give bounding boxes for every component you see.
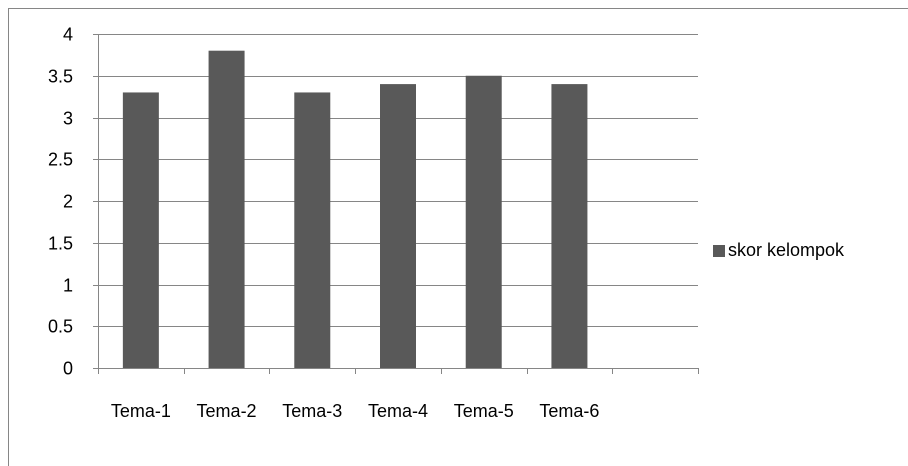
bar-tema-5 bbox=[465, 75, 502, 368]
y-tick-label: 0 bbox=[63, 359, 73, 379]
legend-label-skor-kelompok: skor kelompok bbox=[728, 240, 845, 260]
x-tick-label: Tema-6 bbox=[539, 401, 599, 421]
y-tick-label: 2.5 bbox=[48, 150, 73, 170]
legend: skor kelompok bbox=[713, 240, 845, 260]
bar-series bbox=[122, 50, 588, 368]
x-tick-label: Tema-1 bbox=[111, 401, 171, 421]
x-tick-label: Tema-3 bbox=[282, 401, 342, 421]
y-tick-label: 1.5 bbox=[48, 234, 73, 254]
y-tick-label: 1 bbox=[63, 276, 73, 296]
y-tick-label: 3 bbox=[63, 109, 73, 129]
bar-tema-3 bbox=[294, 92, 331, 368]
y-tick-label: 3.5 bbox=[48, 67, 73, 87]
x-tick-label: Tema-5 bbox=[454, 401, 514, 421]
x-tick-labels: Tema-1 Tema-2 Tema-3 Tema-4 Tema-5 Tema-6 bbox=[111, 401, 600, 421]
bar-tema-2 bbox=[208, 50, 245, 368]
y-tick-label: 4 bbox=[63, 25, 73, 45]
y-tick-label: 0.5 bbox=[48, 317, 73, 337]
legend-swatch bbox=[713, 245, 725, 257]
bar-tema-4 bbox=[380, 84, 416, 368]
bar-tema-6 bbox=[551, 84, 588, 368]
x-tick-label: Tema-4 bbox=[368, 401, 428, 421]
y-tick-label: 2 bbox=[63, 192, 73, 212]
x-tick-label: Tema-2 bbox=[197, 401, 257, 421]
bar-tema-1 bbox=[122, 92, 159, 368]
axes bbox=[98, 34, 699, 374]
y-tick-labels: 0 0.5 1 1.5 2 2.5 3 3.5 4 bbox=[48, 25, 73, 379]
